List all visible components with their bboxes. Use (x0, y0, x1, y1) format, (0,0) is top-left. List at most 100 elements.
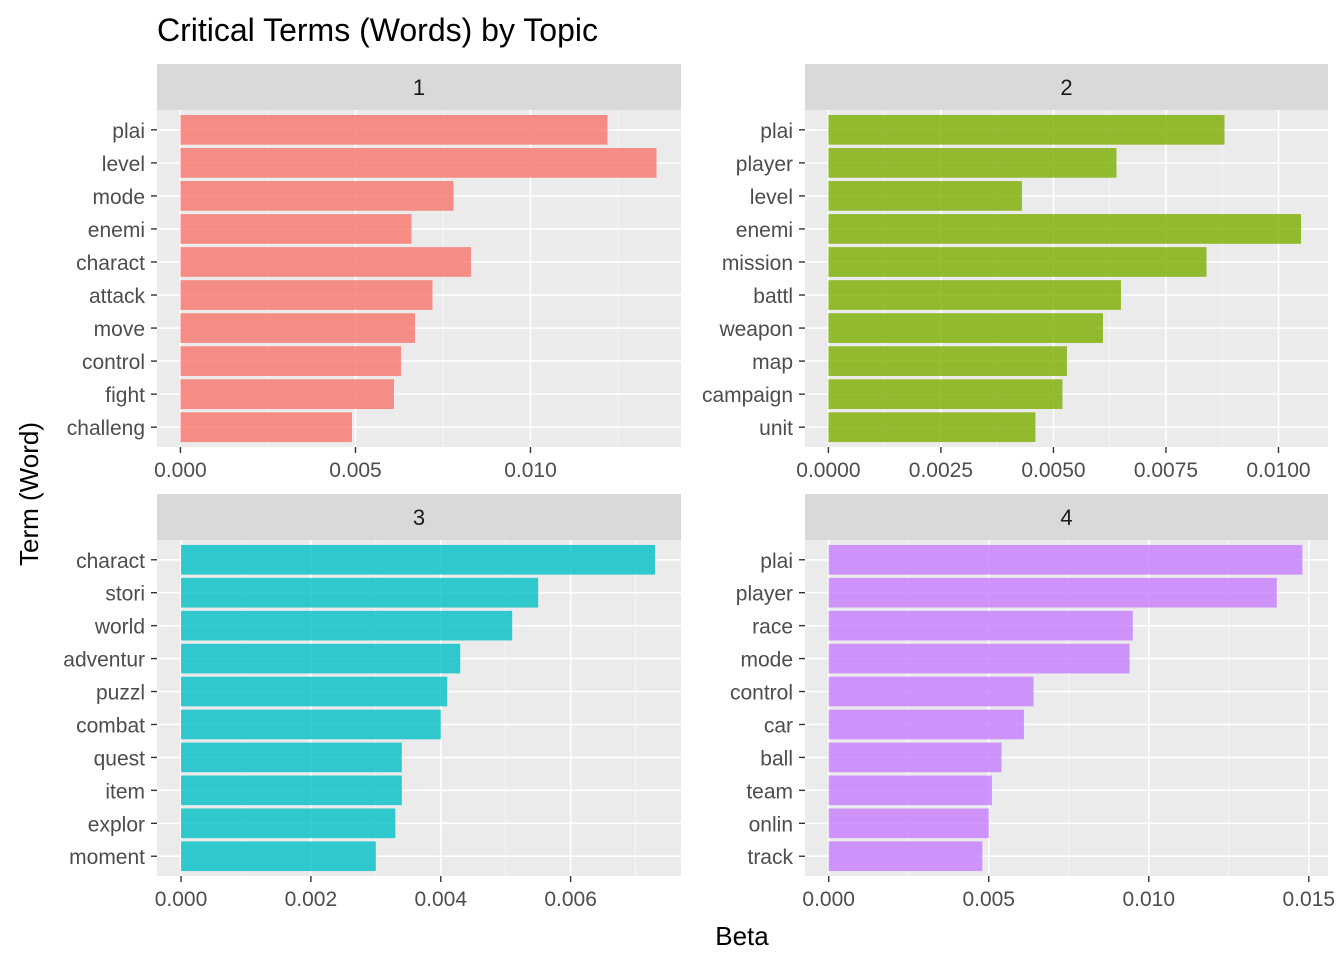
y-tick-label: level (102, 153, 145, 176)
y-tick-label: quest (94, 747, 146, 770)
facet-panel-3: 3 0.000 0.002 0.004 0.006 charact stori world ad… (63, 494, 681, 911)
bar-attack (180, 280, 433, 310)
y-tick-label: enemi (736, 219, 793, 242)
facet-panel-2: 2 0.0000 0.0025 0.0050 0.0075 0.0100 plai playe… (702, 64, 1328, 482)
bar-campaign (828, 379, 1063, 410)
y-tick-label: onlin (749, 813, 793, 836)
y-tick-label: combat (76, 714, 145, 737)
y-tick-label: car (764, 714, 793, 737)
y-tick-label: map (752, 351, 793, 374)
y-tick-label: battl (753, 285, 793, 308)
bar-combat (181, 709, 441, 740)
y-tick-label: world (94, 616, 145, 639)
y-tick-label: stori (105, 583, 145, 606)
y-tick-label: plai (760, 120, 793, 143)
y-tick-label: ball (760, 747, 793, 770)
bar-battl (828, 280, 1121, 310)
x-tick-label: 0.002 (285, 888, 338, 911)
bar-plai (180, 114, 608, 145)
x-axis-title: Beta (715, 921, 769, 951)
bar-quest (181, 742, 402, 773)
bar-fight (180, 379, 394, 410)
bar-mode (828, 643, 1130, 674)
facet-strip-label: 4 (1060, 505, 1072, 530)
facet-strip (805, 494, 1328, 540)
bar-car (828, 709, 1024, 740)
x-tick-label: 0.005 (329, 459, 382, 482)
bar-mode (180, 181, 454, 211)
x-tick-label: 0.005 (962, 888, 1015, 911)
y-tick-label: track (747, 846, 793, 869)
y-tick-label: control (82, 351, 145, 374)
bar-charact (181, 544, 656, 575)
bar-world (181, 610, 513, 641)
y-tick-label: explor (88, 813, 145, 836)
x-tick-label: 0.004 (414, 888, 467, 911)
y-tick-label: level (750, 186, 793, 209)
bar-team (828, 775, 992, 806)
y-tick-label: campaign (702, 384, 793, 407)
x-tick-label: 0.000 (155, 888, 208, 911)
y-tick-label: race (752, 616, 793, 639)
bar-puzzl (181, 676, 448, 707)
bar-enemi (180, 214, 412, 244)
x-tick-label: 0.000 (802, 888, 855, 911)
x-tick-label: 0.006 (544, 888, 597, 911)
y-tick-label: fight (105, 384, 145, 407)
x-tick-label: 0.0075 (1134, 459, 1198, 482)
bar-player (828, 577, 1277, 608)
bar-map (828, 346, 1067, 376)
bar-moment (181, 841, 376, 872)
bar-charact (180, 247, 471, 277)
y-tick-label: unit (759, 417, 793, 440)
y-tick-label: plai (112, 120, 145, 143)
y-tick-label: plai (760, 550, 793, 573)
chart-title: Critical Terms (Words) by Topic (157, 12, 598, 48)
bar-unit (828, 412, 1036, 443)
bar-player (828, 147, 1117, 178)
facet-panel-4: 4 0.000 0.005 0.010 0.015 plai player race mode c… (730, 494, 1335, 911)
x-tick-label: 0.000 (154, 459, 207, 482)
bar-explor (181, 808, 396, 839)
y-tick-label: weapon (718, 318, 793, 341)
x-tick-label: 0.0100 (1246, 459, 1310, 482)
y-tick-label: charact (76, 550, 145, 573)
bar-level (828, 181, 1022, 211)
x-tick-label: 0.0050 (1021, 459, 1085, 482)
bar-weapon (828, 313, 1103, 343)
bar-adventur (181, 643, 461, 674)
x-tick-label: 0.0000 (796, 459, 860, 482)
y-tick-label: enemi (88, 219, 145, 242)
x-tick-label: 0.0025 (909, 459, 973, 482)
bar-challeng (180, 412, 352, 443)
bar-mission (828, 247, 1207, 277)
facet-strip (157, 64, 681, 110)
bar-item (181, 775, 402, 806)
y-tick-label: puzzl (96, 682, 145, 705)
y-tick-label: adventur (63, 649, 145, 672)
y-tick-label: mode (740, 649, 793, 672)
bar-control (828, 676, 1034, 707)
bar-onlin (828, 808, 989, 839)
facet-strip-label: 1 (413, 75, 425, 100)
y-tick-label: mission (722, 252, 793, 275)
y-tick-label: attack (89, 285, 146, 308)
y-tick-label: item (105, 780, 145, 803)
facet-strip-label: 2 (1060, 75, 1072, 100)
y-tick-label: move (94, 318, 145, 341)
bar-enemi (828, 214, 1301, 244)
y-tick-label: challeng (67, 417, 145, 440)
y-tick-label: team (746, 780, 793, 803)
y-tick-label: control (730, 682, 793, 705)
y-tick-label: charact (76, 252, 145, 275)
y-tick-label: mode (92, 186, 145, 209)
bar-track (828, 841, 983, 872)
bar-plai (828, 544, 1303, 575)
facet-panels: 1 0.000 0.005 0.010 plai level mode enemi charac… (63, 64, 1335, 911)
facet-panel-1: 1 0.000 0.005 0.010 plai level mode enemi charac… (67, 64, 681, 482)
x-tick-label: 0.010 (1122, 888, 1175, 911)
x-tick-label: 0.010 (504, 459, 557, 482)
y-tick-label: player (736, 153, 793, 176)
